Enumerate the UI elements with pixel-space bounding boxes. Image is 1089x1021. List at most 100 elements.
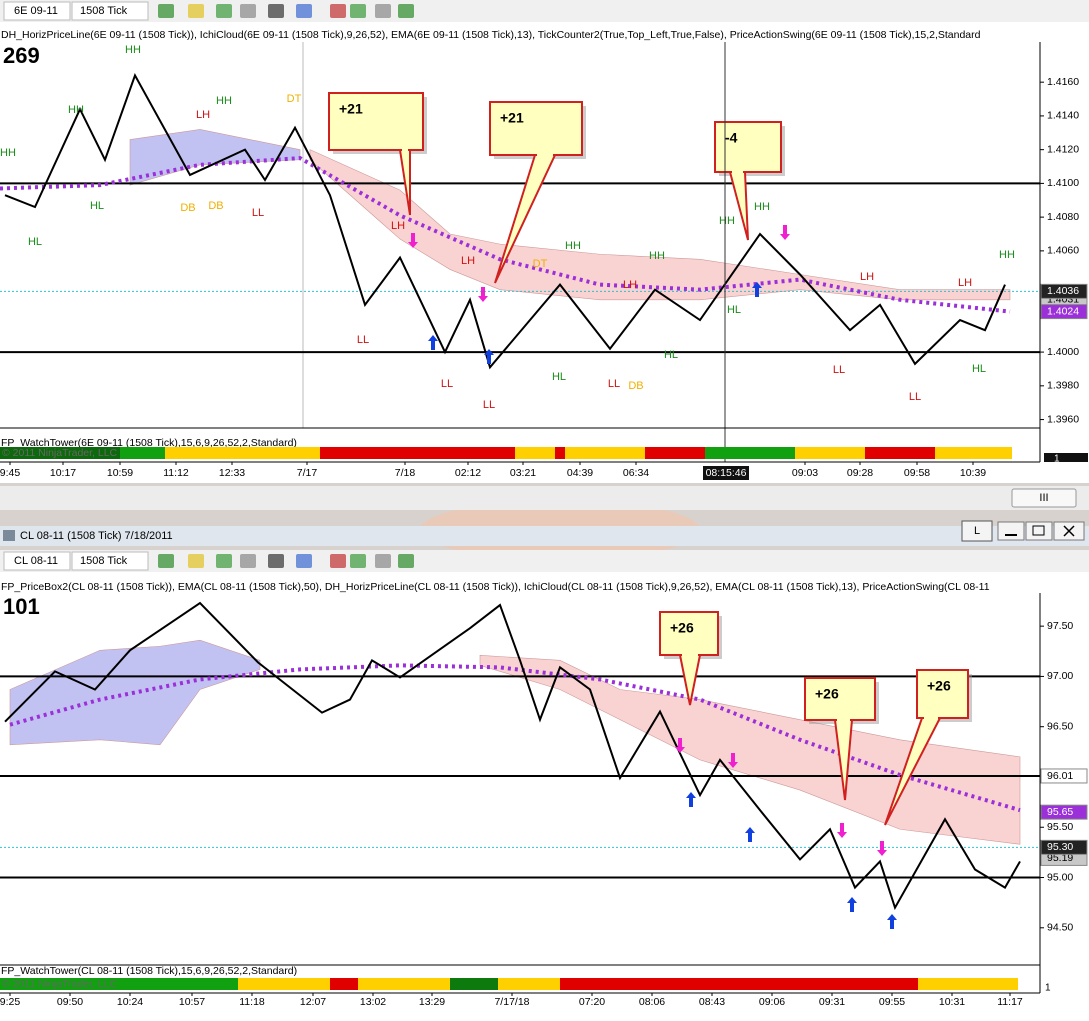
- pane-label: 1: [1054, 454, 1060, 465]
- toolbar-button[interactable]: [268, 4, 284, 18]
- pane-label: 1: [1045, 983, 1051, 994]
- toolbar-button[interactable]: [398, 4, 414, 18]
- cursor-time: 08:15:46: [706, 467, 747, 479]
- swing-label: LH: [958, 277, 972, 289]
- swing-label: HH: [999, 249, 1015, 261]
- swing-label: LL: [252, 207, 264, 219]
- x-tick-label: 10:59: [107, 467, 133, 479]
- window-l-button[interactable]: [961, 520, 993, 542]
- swing-label: DT: [533, 258, 548, 270]
- x-tick-label: 10:39: [960, 467, 986, 479]
- toolbar-button[interactable]: [188, 554, 204, 568]
- y-tick-label: 95.50: [1047, 821, 1073, 833]
- y-tick-label: 96.50: [1047, 720, 1073, 732]
- price-marker: [1040, 839, 1088, 855]
- watchtower-segment: [0, 978, 238, 990]
- x-tick-label: 7/18: [395, 467, 416, 479]
- price-marker: [1040, 804, 1088, 820]
- interval-name: 1508 Tick: [80, 5, 128, 17]
- y-tick-label: 1.4120: [1047, 143, 1079, 155]
- scroll-thumb-grip: III: [1039, 492, 1048, 504]
- scroll-thumb[interactable]: [1011, 488, 1077, 508]
- buy-arrow: [484, 349, 494, 364]
- watchtower-segment: [918, 978, 1018, 990]
- buy-arrow: [428, 335, 438, 350]
- price-marker-label: 95.30: [1047, 841, 1073, 853]
- toolbar-button[interactable]: [398, 554, 414, 568]
- toolbar-button[interactable]: [240, 554, 256, 568]
- buy-arrow: [887, 914, 897, 929]
- toolbar-button[interactable]: [216, 554, 232, 568]
- x-tick-label: 11:17: [997, 996, 1023, 1008]
- x-tick-label: 07:20: [579, 996, 605, 1008]
- y-tick-label: 1.3960: [1047, 413, 1079, 425]
- price-marker: [1040, 304, 1088, 320]
- copyright: © 2011 NinjaTrader, LLC: [2, 447, 118, 459]
- watchtower-segment: [450, 978, 498, 990]
- x-tick-label: 09:06: [759, 996, 785, 1008]
- annotation-text: +21: [500, 110, 524, 126]
- tick-counter: 101: [3, 594, 40, 619]
- toolbar-button[interactable]: [350, 4, 366, 18]
- x-tick-label: 09:28: [847, 467, 873, 479]
- watchtower-segment: [555, 447, 565, 459]
- swing-label: LL: [441, 378, 453, 390]
- tick-counter: 269: [3, 43, 40, 68]
- x-tick-label: 09:50: [57, 996, 83, 1008]
- time-axis: [0, 993, 1089, 1013]
- y-tick-label: 1.4060: [1047, 245, 1079, 257]
- price-marker: [1040, 768, 1088, 784]
- instrument-selector[interactable]: [3, 1, 71, 21]
- swing-label: HH: [719, 215, 735, 227]
- toolbar-button[interactable]: [296, 4, 312, 18]
- buy-arrow: [752, 282, 762, 297]
- toolbar-button[interactable]: [158, 554, 174, 568]
- minimize-button[interactable]: [997, 521, 1025, 541]
- price-marker-label: 1.4024: [1047, 305, 1079, 317]
- toolbar-button[interactable]: [375, 4, 391, 18]
- x-tick-label: 09:03: [792, 467, 818, 479]
- swing-label: HH: [216, 95, 232, 107]
- x-tick-label: 11:18: [239, 996, 265, 1008]
- sell-arrow: [877, 841, 887, 856]
- annotation-text: +26: [927, 678, 951, 694]
- swing-label: LL: [909, 391, 921, 403]
- annotation-box: [714, 121, 782, 173]
- toolbar-button[interactable]: [240, 4, 256, 18]
- toolbar-button[interactable]: [375, 554, 391, 568]
- buy-arrow: [686, 792, 696, 807]
- close-icon: [1063, 525, 1075, 537]
- annotation-box: [489, 101, 583, 156]
- ema-line: [0, 156, 1011, 314]
- toolbar-button[interactable]: [188, 4, 204, 18]
- toolbar-button[interactable]: [350, 554, 366, 568]
- watchtower-segment: [865, 447, 935, 459]
- watchtower-segment: [795, 447, 865, 459]
- maximize-button[interactable]: [1025, 521, 1053, 541]
- swing-label: HL: [28, 236, 42, 248]
- watchtower-label: FP_WatchTower(6E 09-11 (1508 Tick),15,6,…: [1, 437, 297, 449]
- toolbar-button[interactable]: [296, 554, 312, 568]
- y-tick-label: 97.00: [1047, 670, 1073, 682]
- watchtower-segment: [935, 447, 1012, 459]
- toolbar-button[interactable]: [216, 4, 232, 18]
- indicator-list: FP_PriceBox2(CL 08-11 (1508 Tick)), EMA(…: [1, 581, 990, 593]
- annotation-text: -4: [725, 130, 738, 146]
- toolbar-button[interactable]: [330, 554, 346, 568]
- instrument-selector[interactable]: [3, 551, 71, 571]
- x-tick-label: 7/17/18: [494, 996, 529, 1008]
- toolbar-button[interactable]: [158, 4, 174, 18]
- y-tick-label: 1.4140: [1047, 110, 1079, 122]
- x-tick-label: 06:34: [623, 467, 649, 479]
- toolbar-button[interactable]: [268, 554, 284, 568]
- annotation-box: [916, 669, 969, 719]
- watchtower-segment: [515, 447, 555, 459]
- interval-selector[interactable]: [71, 551, 149, 571]
- y-tick-label: 1.4100: [1047, 177, 1079, 189]
- scrollbar[interactable]: [0, 486, 1089, 510]
- toolbar-button[interactable]: [330, 4, 346, 18]
- ichimoku-cloud: [309, 149, 1011, 301]
- y-tick-label: 95.00: [1047, 871, 1073, 883]
- interval-selector[interactable]: [71, 1, 149, 21]
